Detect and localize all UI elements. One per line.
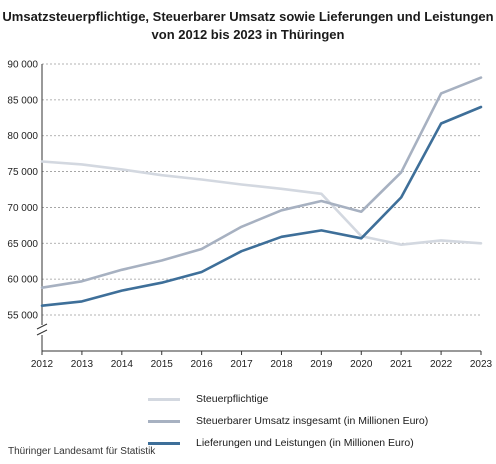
y-tick-label: 80 000 bbox=[7, 131, 38, 142]
legend-label: Steuerpflichtige bbox=[196, 393, 269, 405]
x-tick-label: 2023 bbox=[470, 359, 493, 370]
legend-swatch bbox=[148, 397, 180, 401]
legend-swatch bbox=[148, 419, 180, 423]
axis-break-mark bbox=[36, 329, 48, 336]
x-tick-label: 2013 bbox=[71, 359, 94, 370]
y-tick-label: 60 000 bbox=[7, 275, 38, 286]
legend-label: Steuerbarer Umsatz insgesamt (in Million… bbox=[196, 415, 429, 427]
y-tick-label: 65 000 bbox=[7, 239, 38, 250]
legend-item-2: Steuerbarer Umsatz insgesamt (in Million… bbox=[148, 410, 428, 432]
x-tick-label: 2019 bbox=[310, 359, 333, 370]
chart-legend: Steuerpflichtige Steuerbarer Umsatz insge… bbox=[148, 388, 428, 454]
chart-title-line-2: von 2012 bis 2023 in Thüringen bbox=[151, 27, 345, 42]
y-tick-label: 75 000 bbox=[7, 167, 38, 178]
x-tick-label: 2021 bbox=[390, 359, 413, 370]
y-tick-label: 90 000 bbox=[7, 60, 38, 71]
legend-swatch bbox=[148, 441, 180, 445]
x-tick-label: 2012 bbox=[31, 359, 54, 370]
y-tick-label: 55 000 bbox=[7, 311, 38, 322]
axis-break-mark bbox=[36, 323, 48, 330]
x-tick-label: 2014 bbox=[111, 359, 134, 370]
x-tick-label: 2020 bbox=[350, 359, 373, 370]
legend-item-3: Lieferungen und Leistungen (in Millionen… bbox=[148, 432, 428, 454]
x-tick-label: 2015 bbox=[151, 359, 174, 370]
line-chart: 55 000 60 000 65 000 70 000 75 000 80 000 85 0… bbox=[7, 60, 493, 371]
legend-label: Lieferungen und Leistungen (in Millionen… bbox=[196, 437, 414, 449]
series-line-3 bbox=[40, 105, 483, 308]
y-tick-label: 85 000 bbox=[7, 95, 38, 106]
x-tick-label: 2016 bbox=[191, 359, 214, 370]
y-tick-label: 70 000 bbox=[7, 203, 38, 214]
chart-title: Umsatzsteuerpflichtige, Steuerbarer Umsa… bbox=[0, 8, 496, 44]
legend-item-1: Steuerpflichtige bbox=[148, 388, 428, 410]
chart-title-line-1: Umsatzsteuerpflichtige, Steuerbarer Umsa… bbox=[2, 9, 494, 24]
x-tick-label: 2017 bbox=[230, 359, 253, 370]
series-line-1 bbox=[40, 160, 483, 246]
series-line-2 bbox=[40, 76, 483, 290]
source-note: Thüringer Landesamt für Statistik bbox=[8, 446, 156, 457]
x-tick-label: 2022 bbox=[430, 359, 453, 370]
x-tick-label: 2018 bbox=[270, 359, 293, 370]
